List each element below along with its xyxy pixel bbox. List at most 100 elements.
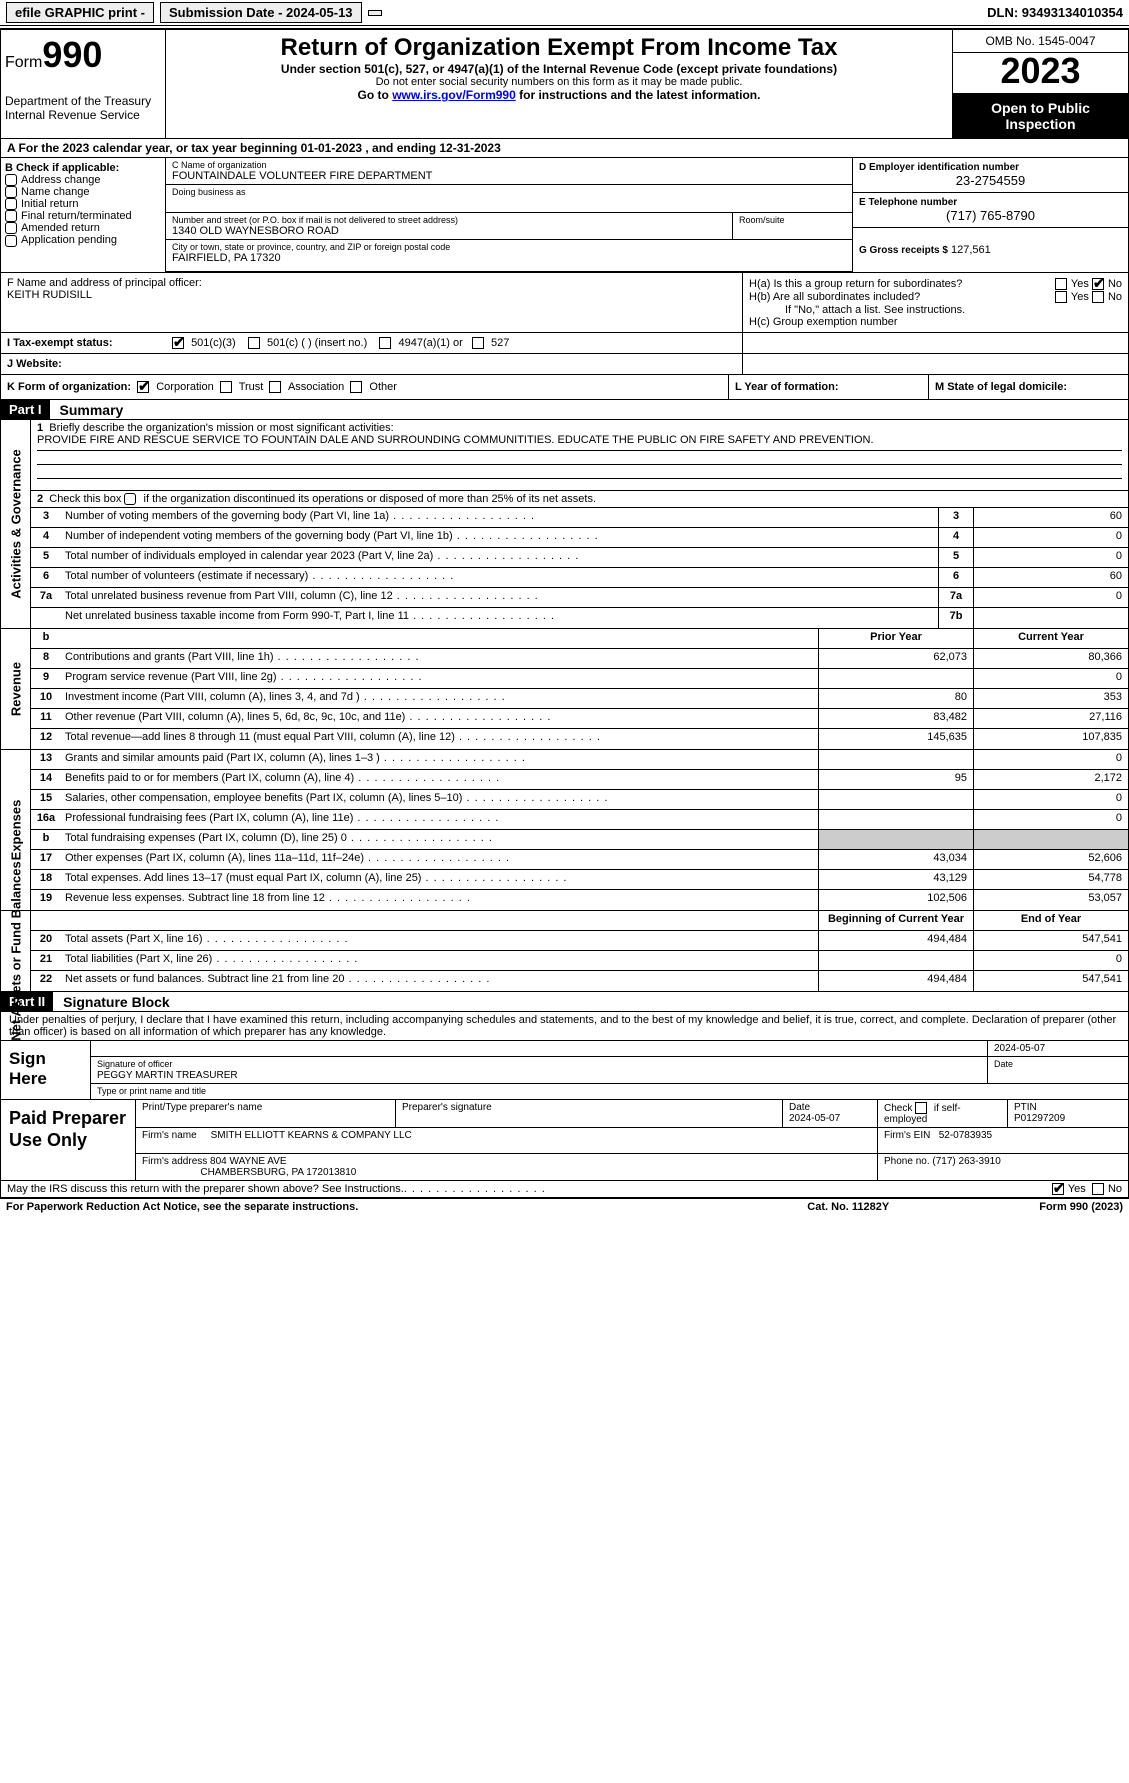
lbl-amended: Amended return — [21, 222, 100, 234]
row-prior: 83,482 — [818, 709, 973, 728]
row-num: 21 — [31, 951, 61, 970]
street-box: Number and street (or P.O. box if mail i… — [166, 213, 733, 239]
lbl-initial-return: Initial return — [21, 198, 78, 210]
row-desc: Total liabilities (Part X, line 26) — [61, 951, 818, 970]
prep-sig-box: Preparer's signature — [396, 1100, 783, 1127]
chk-other[interactable] — [350, 381, 362, 393]
row-num: 10 — [31, 689, 61, 708]
sig-date-lbl: Date — [994, 1059, 1013, 1069]
chk-527[interactable] — [472, 337, 484, 349]
ha-yes[interactable] — [1055, 278, 1067, 290]
hc-lbl: H(c) Group exemption number — [749, 316, 1122, 328]
firm-ein-box: Firm's EIN 52-0783935 — [878, 1128, 1128, 1153]
dba-lbl: Doing business as — [172, 187, 846, 197]
chk-amended[interactable] — [5, 222, 17, 234]
table-row: 19 Revenue less expenses. Subtract line … — [31, 890, 1128, 910]
gov-row: 3 Number of voting members of the govern… — [31, 508, 1128, 528]
org-name-box: C Name of organization FOUNTAINDALE VOLU… — [166, 158, 853, 185]
row-k: K Form of organization: Corporation Trus… — [1, 375, 1128, 400]
state-domicile-lbl: M State of legal domicile: — [935, 381, 1067, 393]
gov-rows: 3 Number of voting members of the govern… — [31, 508, 1128, 628]
footer-right: Form 990 (2023) — [1039, 1201, 1123, 1213]
row-desc: Other revenue (Part VIII, column (A), li… — [61, 709, 818, 728]
row-desc: Benefits paid to or for members (Part IX… — [61, 770, 818, 789]
row-j: J Website: — [1, 354, 1128, 375]
sign-here-label: Sign Here — [1, 1041, 91, 1099]
row-desc: Salaries, other compensation, employee b… — [61, 790, 818, 809]
gross-box: G Gross receipts $ 127,561 — [853, 228, 1128, 272]
chk-501c3[interactable] — [172, 337, 184, 349]
row-prior: 43,129 — [818, 870, 973, 889]
sig-date: 2024-05-07 — [988, 1041, 1128, 1056]
row-prior — [818, 810, 973, 829]
header-right: OMB No. 1545-0047 2023 Open to Public In… — [953, 30, 1128, 138]
gov-label-text: Activities & Governance — [8, 450, 23, 600]
irs-link[interactable]: www.irs.gov/Form990 — [392, 88, 516, 102]
row-num — [31, 608, 61, 628]
paid-preparer-block: Paid Preparer Use Only Print/Type prepar… — [1, 1100, 1128, 1181]
prep-name-box: Print/Type preparer's name — [136, 1100, 396, 1127]
exp-label-text: Expenses — [8, 800, 23, 861]
submission-date-button[interactable]: Submission Date - 2024-05-13 — [160, 2, 362, 23]
firm-addr-box: Firm's address 804 WAYNE AVE CHAMBERSBUR… — [136, 1154, 878, 1180]
state-domicile: M State of legal domicile: — [928, 375, 1128, 399]
chk-trust[interactable] — [220, 381, 232, 393]
ein-lbl: D Employer identification number — [859, 162, 1122, 173]
chk-app-pending[interactable] — [5, 235, 17, 247]
hb-no[interactable] — [1092, 291, 1104, 303]
ha-no[interactable] — [1092, 278, 1104, 290]
efile-print-button[interactable]: efile GRAPHIC print - — [6, 2, 154, 23]
chk-self-employed[interactable] — [915, 1102, 927, 1114]
row-num: b — [31, 830, 61, 849]
chk-discontinued[interactable] — [124, 493, 136, 505]
net-section: Net Assets or Fund Balances Beginning of… — [1, 911, 1128, 992]
irs-label: Internal Revenue Service — [5, 108, 161, 122]
phone-box: E Telephone number (717) 765-8790 — [853, 193, 1128, 228]
chk-501c[interactable] — [248, 337, 260, 349]
gov-q1: 1 Briefly describe the organization's mi… — [31, 420, 1128, 491]
rev-label-text: Revenue — [8, 662, 23, 716]
end-year-header: End of Year — [973, 911, 1128, 930]
chk-corp[interactable] — [137, 381, 149, 393]
discuss-dots — [404, 1183, 1052, 1195]
org-name-lbl: C Name of organization — [172, 160, 846, 170]
sig-officer-box: Signature of officer PEGGY MARTIN TREASU… — [91, 1057, 988, 1083]
row-prior — [818, 750, 973, 769]
discuss-yes[interactable] — [1052, 1183, 1064, 1195]
table-row: 9 Program service revenue (Part VIII, li… — [31, 669, 1128, 689]
row-prior — [818, 790, 973, 809]
row-box: 7b — [938, 608, 973, 628]
chk-initial-return[interactable] — [5, 198, 17, 210]
lbl-app-pending: Application pending — [21, 234, 117, 246]
row-val — [973, 608, 1128, 628]
row-current: 80,366 — [973, 649, 1128, 668]
gov-q1-val: PROVIDE FIRE AND RESCUE SERVICE TO FOUNT… — [37, 434, 874, 446]
chk-final-return[interactable] — [5, 210, 17, 222]
prep-date-val: 2024-05-07 — [789, 1113, 840, 1124]
org-name: FOUNTAINDALE VOLUNTEER FIRE DEPARTMENT — [172, 170, 846, 182]
chk-4947[interactable] — [379, 337, 391, 349]
paid-preparer-fields: Print/Type preparer's name Preparer's si… — [136, 1100, 1128, 1180]
row-prior — [818, 951, 973, 970]
sig-name-lbl: Type or print name and title — [91, 1084, 1128, 1099]
prep-ptin-box: PTINP01297209 — [1008, 1100, 1128, 1127]
declaration-text: Under penalties of perjury, I declare th… — [1, 1012, 1128, 1041]
row-current: 0 — [973, 750, 1128, 769]
row-i: I Tax-exempt status: 501(c)(3) 501(c) ( … — [1, 333, 1128, 354]
row-prior: 62,073 — [818, 649, 973, 668]
row-box: 7a — [938, 588, 973, 607]
hb-yes[interactable] — [1055, 291, 1067, 303]
blank-button[interactable] — [368, 10, 382, 16]
chk-address-change[interactable] — [5, 174, 17, 186]
ptin-lbl: PTIN — [1014, 1102, 1037, 1113]
discuss-no[interactable] — [1092, 1183, 1104, 1195]
chk-assoc[interactable] — [269, 381, 281, 393]
row-num: 13 — [31, 750, 61, 769]
table-row: 16a Professional fundraising fees (Part … — [31, 810, 1128, 830]
exp-body: 13 Grants and similar amounts paid (Part… — [31, 750, 1128, 910]
form-container: Form990 Department of the Treasury Inter… — [0, 28, 1129, 1199]
phone-val: (717) 765-8790 — [859, 208, 1122, 223]
row-current: 53,057 — [973, 890, 1128, 910]
chk-name-change[interactable] — [5, 186, 17, 198]
table-row: 8 Contributions and grants (Part VIII, l… — [31, 649, 1128, 669]
